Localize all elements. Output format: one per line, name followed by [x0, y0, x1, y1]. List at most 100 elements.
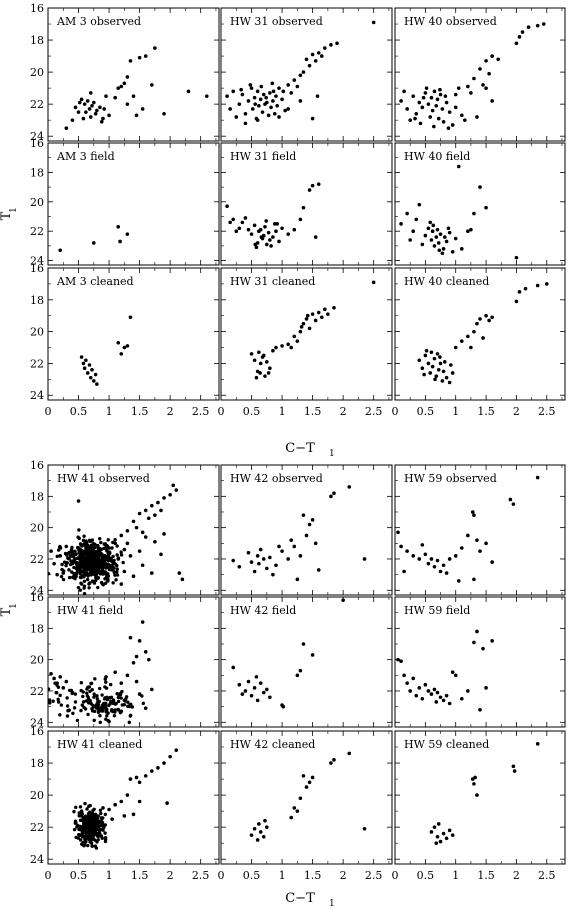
data-point [90, 103, 94, 108]
panel-label: HW 41 field [57, 604, 123, 617]
data-point [258, 371, 262, 375]
panel-top-0-1: HW 31 observed [220, 7, 393, 142]
data-point [274, 229, 278, 233]
data-point [298, 217, 303, 222]
data-point [298, 99, 303, 103]
y-tick-label: 24 [30, 130, 44, 143]
data-point [466, 533, 470, 538]
data-point [249, 693, 254, 698]
data-point [97, 552, 101, 557]
data-point [134, 525, 139, 530]
data-point [275, 222, 279, 226]
data-point [57, 545, 62, 549]
data-point [115, 567, 119, 571]
data-point [307, 522, 312, 527]
data-point [411, 554, 416, 558]
data-point [431, 223, 436, 228]
points-group [399, 22, 546, 130]
data-point [430, 229, 435, 233]
data-point [420, 105, 425, 110]
data-point [292, 806, 297, 810]
data-point [304, 57, 309, 62]
data-point [436, 822, 441, 826]
data-point [119, 799, 124, 804]
data-point [116, 699, 121, 704]
data-point [119, 352, 124, 356]
data-point [89, 555, 94, 559]
data-point [95, 569, 99, 574]
data-point [438, 569, 443, 574]
data-point [92, 695, 96, 699]
data-point [67, 575, 72, 580]
data-point [143, 508, 148, 513]
data-point [116, 86, 121, 90]
data-point [484, 59, 488, 63]
data-point [90, 579, 95, 583]
data-point [472, 577, 476, 582]
data-point [91, 552, 95, 556]
data-point [119, 709, 124, 714]
data-point [82, 591, 87, 595]
data-point [292, 334, 297, 339]
data-point [261, 92, 266, 97]
data-point [106, 579, 110, 583]
data-point [92, 571, 96, 576]
data-point [140, 620, 145, 624]
data-point [252, 223, 257, 228]
data-point [280, 226, 284, 231]
data-point [289, 538, 294, 542]
data-point [315, 94, 320, 98]
data-point [490, 54, 494, 58]
data-point [51, 699, 55, 703]
panel-top-0-2: HW 40 observed [394, 7, 566, 142]
data-point [78, 824, 82, 828]
data-point [102, 107, 106, 111]
panel-frame [220, 730, 393, 865]
panel-label: HW 59 cleaned [404, 738, 489, 751]
data-point [90, 831, 94, 835]
panel-label: AM 3 observed [56, 15, 141, 28]
data-point [102, 546, 106, 551]
data-point [86, 843, 90, 848]
data-point [441, 698, 446, 703]
data-point [225, 94, 229, 98]
data-point [150, 503, 154, 508]
data-point [65, 696, 69, 700]
data-point [88, 803, 92, 808]
x-tick-label: 2 [340, 869, 347, 882]
data-point [435, 227, 440, 232]
bottom-x-axis-title: C−T [285, 891, 315, 906]
y-tick-label: 22 [30, 98, 44, 111]
data-point [128, 777, 133, 781]
data-point [131, 660, 136, 665]
x-tick-label: 1.5 [304, 405, 322, 418]
data-point [240, 692, 245, 696]
data-point [252, 826, 257, 831]
data-point [78, 542, 83, 546]
data-point [417, 202, 422, 207]
data-point [456, 86, 461, 90]
data-point [261, 557, 266, 561]
data-point [472, 640, 476, 645]
data-point [301, 642, 306, 646]
data-point [252, 358, 257, 363]
data-point [126, 700, 130, 704]
data-point [472, 513, 476, 517]
data-point [107, 703, 111, 708]
data-point [61, 571, 66, 575]
data-point [86, 565, 91, 569]
x-tick-label: 0 [45, 405, 52, 418]
data-point [143, 54, 148, 58]
data-point [125, 541, 130, 546]
x-tick-label: 2.5 [365, 405, 383, 418]
x-tick-label: 1 [452, 869, 459, 882]
data-point [143, 706, 148, 711]
data-point [104, 572, 109, 577]
data-point [125, 75, 130, 79]
data-point [79, 809, 84, 813]
data-point [541, 22, 546, 26]
data-point [58, 713, 62, 717]
panel-bottom-0-1: HW 42 observed [220, 464, 393, 596]
data-point [162, 761, 166, 765]
points-group [48, 483, 185, 595]
